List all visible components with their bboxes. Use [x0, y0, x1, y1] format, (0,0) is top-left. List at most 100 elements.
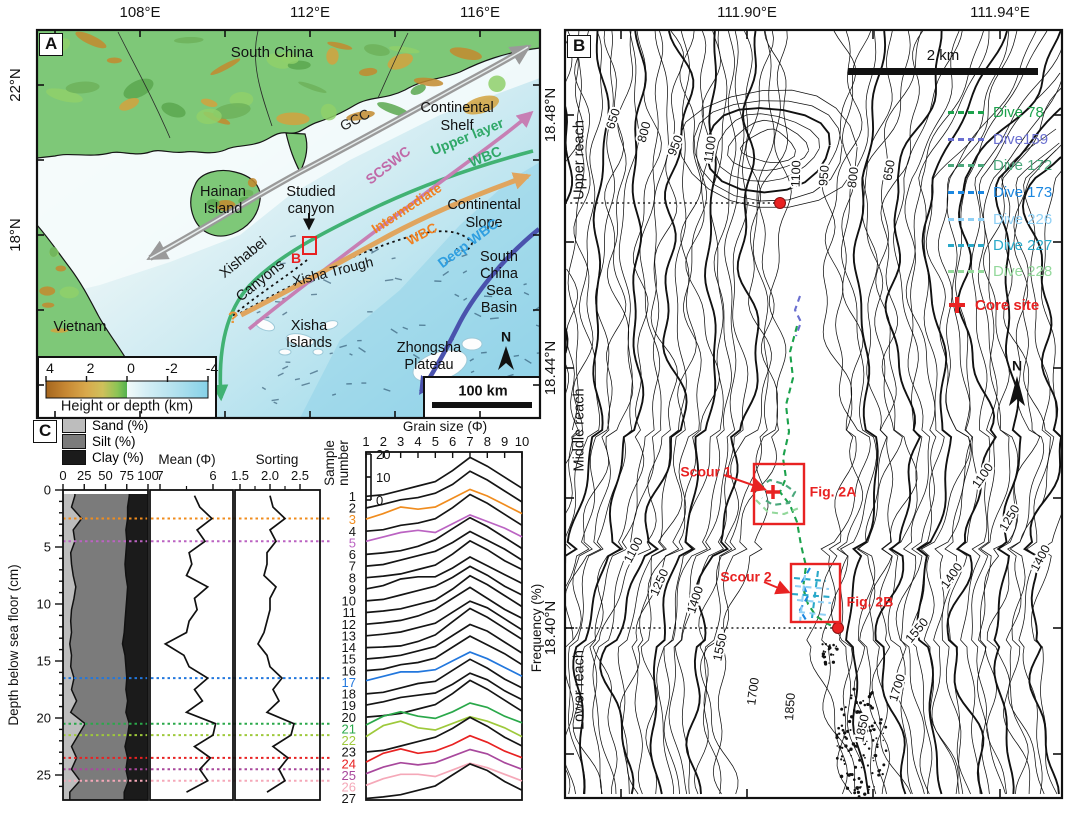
dive-228-track-icon	[948, 270, 984, 273]
sample-number-title-2: number	[335, 440, 351, 486]
scour-2-box	[789, 562, 842, 624]
contour-line	[565, 362, 569, 396]
contour-line	[649, 30, 717, 795]
sample-number-label: 2	[349, 501, 356, 516]
contour-line	[1021, 156, 1062, 795]
contour-line	[565, 102, 574, 206]
clay-swatch-icon	[62, 450, 86, 465]
mean-tick-label: 6	[209, 468, 216, 483]
a-ytick-22n: 22°N	[7, 68, 25, 102]
contour-line	[565, 30, 634, 739]
contour-line	[700, 30, 788, 795]
sample-number-label: 26	[342, 780, 356, 795]
contour-line	[895, 30, 960, 795]
composition-tick-label: 75	[120, 468, 134, 483]
contour-line	[565, 767, 571, 795]
sorting-tick-label: 2.5	[291, 468, 309, 483]
a-ytick-18n: 18°N	[7, 218, 25, 252]
map-label: Plateau	[404, 357, 453, 373]
grainsize-tick-label: 3	[397, 434, 404, 449]
panel-a-frame	[35, 28, 542, 420]
contour-knoll	[678, 89, 858, 208]
composition-tick-label: 25	[77, 468, 91, 483]
scour-1-label: Scour 1	[680, 463, 732, 480]
panel-b-letter: B	[567, 35, 592, 58]
scswc-arrow	[247, 110, 534, 331]
contour-depth-label: 650	[880, 159, 897, 182]
mean-tick-label: 7	[156, 468, 163, 483]
grain-curve-sample-6	[365, 516, 523, 556]
grain-curve-sample-12	[365, 586, 523, 626]
legend-label: Dive 173	[993, 184, 1053, 201]
grain-curve-sample-11	[365, 574, 523, 614]
contour-line	[567, 30, 585, 431]
legend-label: Dive 172	[993, 157, 1053, 174]
contour-line	[674, 30, 753, 795]
contour-line	[565, 30, 610, 574]
sample-number-label: 20	[342, 710, 356, 725]
contour-line	[617, 30, 690, 795]
legend-item-dive-159: Dive159	[948, 131, 1048, 148]
sample-number-label: 7	[349, 559, 356, 574]
sorting-axis-title: Sorting	[255, 451, 299, 467]
sample-number-label: 3	[349, 512, 356, 527]
a-scalebar-label: 100 km	[458, 383, 508, 400]
contour-line	[656, 30, 728, 795]
grainsize-tick-label: 5	[432, 434, 439, 449]
grain-curve-sample-15	[365, 623, 523, 660]
dive-78-track-icon	[948, 111, 984, 114]
sample-number-label: 10	[342, 594, 356, 609]
track-dive159	[793, 295, 803, 337]
contour-line	[853, 30, 893, 795]
sand-swatch-icon	[62, 418, 86, 433]
depth-tick-label: 5	[44, 540, 51, 555]
dive-159-track-icon	[948, 138, 984, 141]
grainsize-frame	[365, 451, 523, 801]
contour-knoll	[727, 119, 810, 171]
legend-item-dive-172: Dive 172	[948, 157, 1052, 174]
sample-number-label: 13	[342, 628, 356, 643]
island	[285, 333, 315, 347]
island	[312, 348, 324, 356]
contour-line	[572, 30, 662, 794]
colorbar-tick-label: 2	[87, 360, 95, 376]
grain-curve-sample-3	[365, 488, 523, 520]
sample-number-label: 5	[349, 535, 356, 550]
legend-label: Dive 228	[993, 263, 1053, 280]
grain-curve-sample-20	[365, 679, 523, 718]
contour-depth-label: 800	[845, 166, 861, 188]
panel-c-letter: C	[33, 420, 58, 443]
contour-line	[820, 30, 871, 795]
fig-2a-label: Fig. 2A	[809, 483, 857, 500]
grain-curve-sample-10	[365, 565, 523, 602]
contour-line	[599, 30, 695, 795]
b-lower-reach-label: Lower reach	[571, 650, 588, 730]
grain-curve-sample-5	[365, 513, 523, 543]
sample-number-label: 1	[349, 489, 356, 504]
legend-label: Dive 78	[993, 104, 1044, 121]
core-site-icon	[948, 296, 966, 314]
sample-number-label: 16	[342, 663, 356, 678]
legend-label: Silt (%)	[92, 434, 136, 449]
grain-curve-sample-18	[365, 658, 523, 695]
sample-number-label: 18	[342, 687, 356, 702]
contour-line	[572, 30, 647, 795]
contour-line	[839, 30, 877, 795]
grainsize-tick-label: 8	[484, 434, 491, 449]
track-dive-226	[794, 584, 830, 591]
legend-item-core-site: Core site	[948, 296, 1039, 314]
b-scalebar-label: 2 km	[926, 47, 960, 65]
colorbar-tick-label: -4	[206, 360, 219, 376]
track-dive-227	[810, 570, 820, 619]
sample-number-label: 11	[343, 605, 357, 620]
silt-clay-boundary	[121, 494, 131, 800]
contour-line	[830, 30, 872, 795]
contour-line	[565, 268, 579, 466]
grainsize-tick-label: 10	[515, 434, 529, 449]
map-label: Hainan	[200, 184, 246, 200]
contour-line	[920, 30, 1010, 795]
composition-tick-label: 100	[137, 468, 159, 483]
colorbar-tick-label: -2	[165, 360, 178, 376]
freq-scale-label: 20	[376, 447, 390, 462]
b-xtick-11190e: 111.90°E	[717, 4, 777, 22]
